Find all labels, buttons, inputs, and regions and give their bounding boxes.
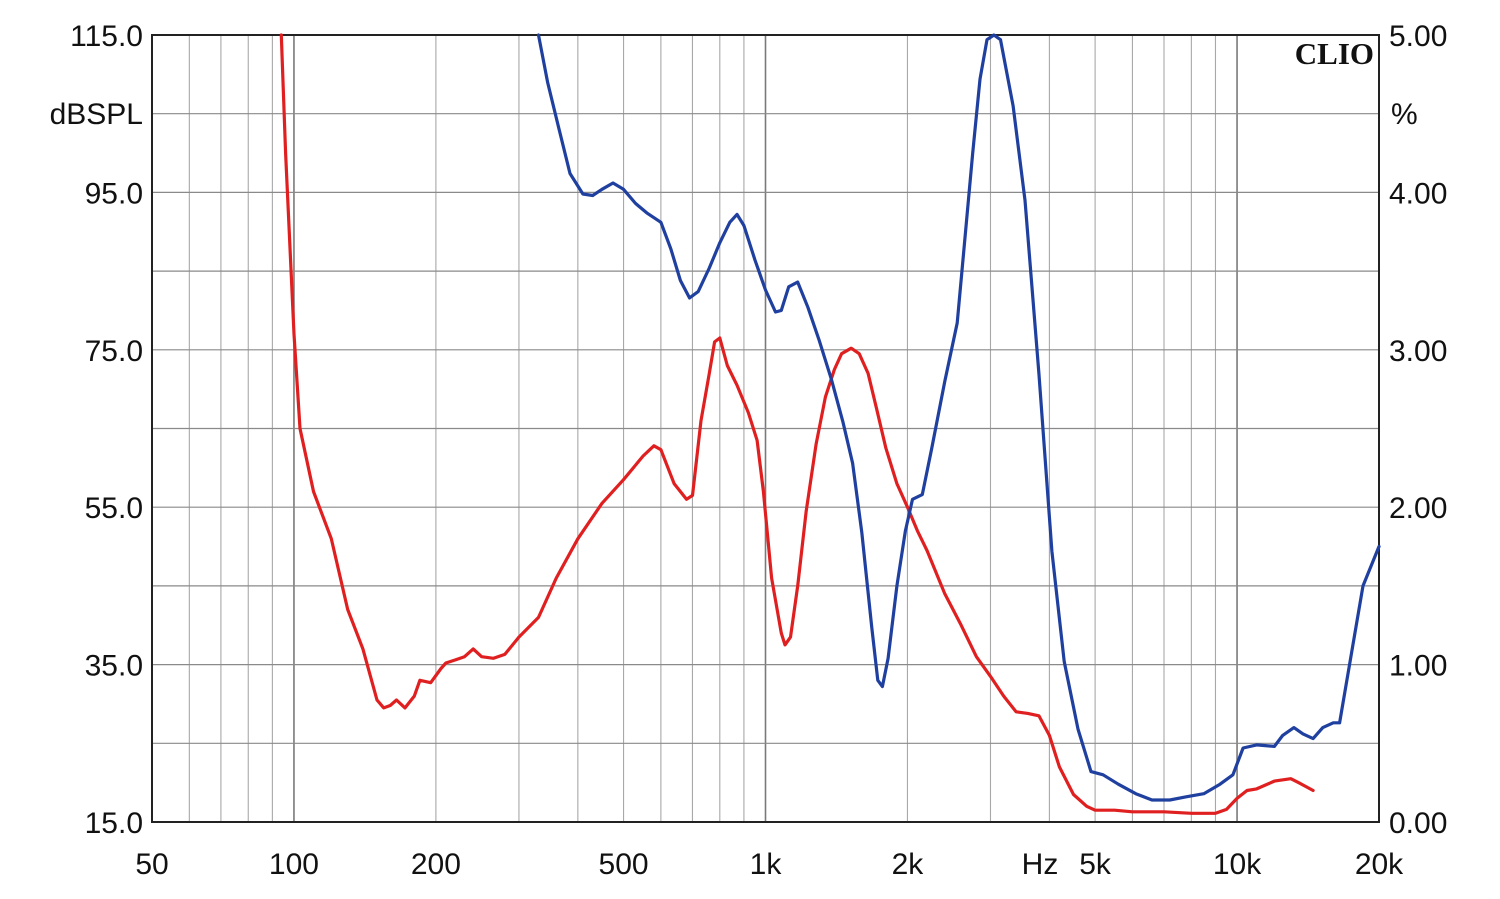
left-y-tick-label: 55.0 — [85, 492, 143, 525]
plot-frame — [151, 34, 1380, 823]
left-axis-unit: dBSPL — [50, 98, 143, 131]
clio-brand-logo: CLIO — [1295, 36, 1374, 71]
right-y-tick-label: 5.00 — [1389, 20, 1447, 53]
distortion-line — [536, 33, 1381, 802]
series-lines — [279, 33, 1381, 815]
axis-labels: 115.0 95.0 75.0 55.0 35.0 15.0 5.00 4.00 3.00 2.0… — [70, 20, 1447, 881]
x-tick-label: 10k — [1213, 848, 1262, 881]
left-y-tick-label: 95.0 — [85, 177, 143, 210]
right-y-tick-label: 2.00 — [1389, 492, 1447, 525]
left-y-tick-label: 115.0 — [70, 20, 143, 53]
left-y-tick-label: 35.0 — [85, 650, 143, 683]
right-y-tick-label: 0.00 — [1389, 807, 1447, 840]
x-tick-label: 5k — [1079, 848, 1112, 881]
left-y-tick-label: 75.0 — [85, 335, 143, 368]
right-y-tick-label: 4.00 — [1389, 177, 1447, 210]
grid-lines — [152, 35, 1379, 822]
x-tick-label: 1k — [750, 848, 783, 881]
right-y-tick-label: 1.00 — [1389, 650, 1447, 683]
right-axis-unit: % — [1391, 98, 1418, 131]
x-axis-unit: Hz — [1022, 848, 1059, 881]
x-tick-label: 2k — [892, 848, 925, 881]
x-tick-label: 50 — [135, 848, 168, 881]
x-tick-label: 100 — [269, 848, 319, 881]
left-y-tick-label: 15.0 — [85, 807, 143, 840]
x-tick-label: 20k — [1355, 848, 1404, 881]
spl-response-line — [279, 33, 1315, 815]
right-y-tick-label: 3.00 — [1389, 335, 1447, 368]
x-tick-label: 200 — [411, 848, 461, 881]
x-tick-label: 500 — [599, 848, 649, 881]
